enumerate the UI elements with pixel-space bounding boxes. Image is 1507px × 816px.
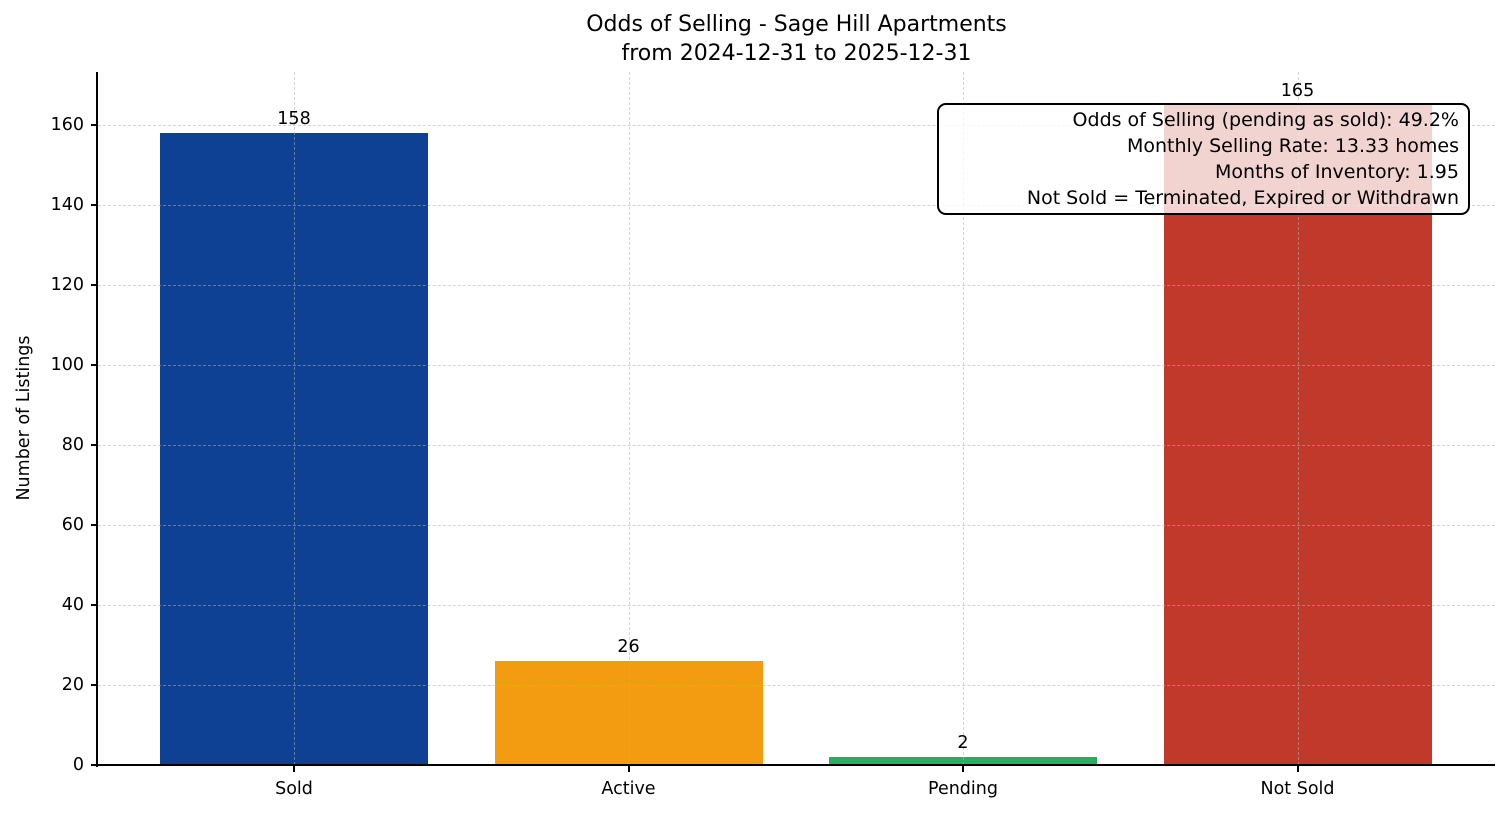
bar-value-label: 26 <box>617 637 640 657</box>
y-tick-label: 100 <box>50 355 84 375</box>
v-gridline <box>628 72 630 765</box>
y-axis-label: Number of Listings <box>14 335 34 501</box>
chart-title: Odds of Selling - Sage Hill Apartments <box>586 12 1007 37</box>
y-tick-mark <box>91 204 98 206</box>
bar-value-label: 158 <box>277 109 311 129</box>
x-tick-mark <box>962 765 964 772</box>
h-gridline <box>98 125 1495 126</box>
chart-subtitle: from 2024-12-31 to 2025-12-31 <box>621 41 972 66</box>
y-tick-label: 80 <box>61 435 84 455</box>
y-tick-label: 60 <box>61 515 84 535</box>
x-tick-label: Pending <box>928 779 998 799</box>
annotation-line: Months of Inventory: 1.95 <box>1215 161 1459 183</box>
y-tick-mark <box>91 444 98 446</box>
x-tick-mark <box>627 765 630 772</box>
h-gridline <box>98 525 1495 526</box>
y-tick-label: 120 <box>50 275 84 295</box>
bar-value-label: 2 <box>957 733 969 753</box>
y-tick-mark <box>91 604 98 606</box>
x-tick-label: Not Sold <box>1260 779 1335 799</box>
annotation-line: Not Sold = Terminated, Expired or Withdr… <box>1026 187 1459 209</box>
chart-title-block: Odds of Selling - Sage Hill Apartments f… <box>98 10 1495 68</box>
annotation-line: Monthly Selling Rate: 13.33 homes <box>1126 135 1459 157</box>
h-gridline <box>98 445 1495 446</box>
x-tick-label: Sold <box>275 779 313 799</box>
h-gridline <box>98 605 1495 606</box>
v-gridline <box>1297 72 1299 765</box>
y-tick-mark <box>91 124 98 126</box>
v-gridline <box>963 72 964 765</box>
h-gridline <box>98 685 1495 686</box>
h-gridline <box>98 285 1495 286</box>
y-tick-mark <box>91 284 98 286</box>
y-tick-label: 20 <box>61 675 84 695</box>
y-tick-label: 140 <box>50 195 84 215</box>
y-tick-label: 40 <box>61 595 84 615</box>
annotation-line: Odds of Selling (pending as sold): 49.2% <box>1072 109 1459 131</box>
h-gridline <box>98 205 1495 206</box>
annotation-box: Odds of Selling (pending as sold): 49.2%… <box>937 103 1470 215</box>
y-tick-mark <box>91 364 98 366</box>
y-axis-spine <box>96 72 98 767</box>
x-axis-spine <box>96 764 1495 766</box>
y-tick-mark <box>91 684 98 686</box>
y-tick-label: 160 <box>50 115 84 135</box>
x-tick-mark <box>293 765 295 772</box>
v-gridline <box>294 72 295 765</box>
x-tick-mark <box>1296 765 1299 772</box>
y-tick-mark <box>91 764 98 766</box>
y-tick-label: 0 <box>72 755 84 775</box>
bar-value-label: 165 <box>1280 81 1315 101</box>
x-tick-label: Active <box>601 779 656 799</box>
h-gridline <box>98 365 1495 366</box>
y-tick-mark <box>91 524 98 526</box>
